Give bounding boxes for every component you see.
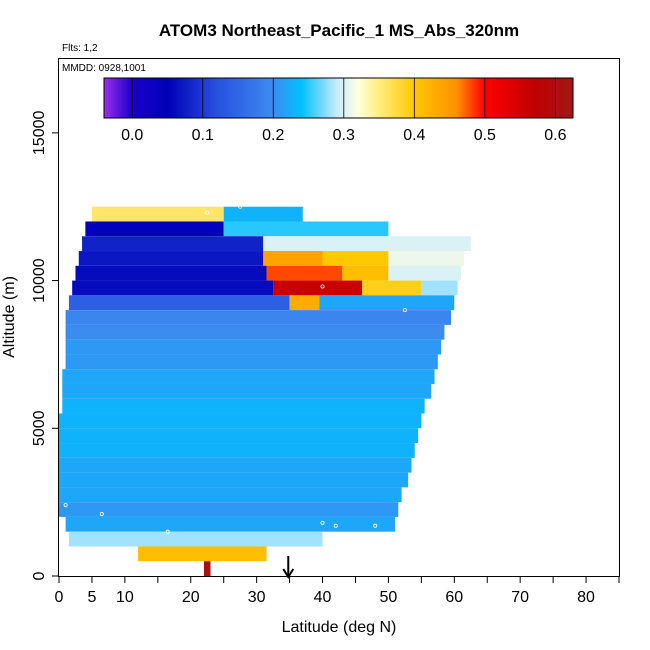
heatmap-cell-27 [62, 398, 425, 414]
heatmap-cell-23 [65, 339, 442, 355]
x-tick-label-5: 40 [314, 589, 332, 606]
heatmap-cell-16 [362, 280, 422, 296]
latitude-arrow-marker [282, 556, 295, 579]
heatmap-cell-10 [75, 265, 267, 281]
x-tick-label-1: 5 [87, 589, 96, 606]
heatmap-cell-18 [68, 295, 290, 311]
colorbar-tick-label-1: 0.1 [192, 127, 214, 144]
heatmap-cell-1 [223, 206, 303, 222]
heatmap-cell-36 [68, 531, 323, 547]
sample-point-4 [238, 204, 243, 209]
x-tick-label-0: 0 [55, 589, 64, 606]
sample-point-8 [373, 523, 378, 528]
colorbar-gradient [103, 77, 574, 119]
sample-point-3 [205, 210, 210, 215]
colorbar: 0.0 0.1 0.2 0.3 0.4 0.5 0.6 [103, 77, 574, 144]
colorbar-tick-label-6: 0.6 [544, 127, 566, 144]
sample-point-0 [63, 503, 68, 508]
heatmap-cell-2 [85, 221, 224, 237]
colorbar-tick-label-5: 0.5 [474, 127, 496, 144]
heatmap-cell-21 [65, 310, 452, 325]
heatmap-cell-19 [289, 295, 320, 311]
x-tick-label-8: 70 [511, 589, 529, 606]
y-axis: 0 5000 10000 15000 [31, 111, 59, 580]
heatmap-cell-5 [263, 236, 471, 252]
heatmap-cell-8 [322, 251, 389, 266]
heatmap-cell-7 [263, 251, 323, 266]
y-tick-label-1: 5000 [31, 410, 48, 446]
heatmap-cell-32 [59, 472, 409, 488]
sample-points [63, 204, 407, 534]
x-tick-label-9: 80 [577, 589, 595, 606]
heatmap-cell-15 [273, 280, 363, 296]
x-tick-label-7: 60 [445, 589, 463, 606]
x-tick-label-4: 30 [248, 589, 266, 606]
heatmap-cell-6 [78, 251, 264, 266]
heatmap-cell-25 [62, 369, 435, 384]
x-axis-label: Latitude (deg N) [282, 619, 397, 636]
plot-frame [58, 58, 620, 577]
y-tick-label-3: 15000 [31, 111, 48, 156]
heatmap-cell-4 [82, 236, 264, 252]
heatmap-cell-13 [388, 265, 461, 281]
sample-point-7 [333, 523, 338, 528]
chart-title: ATOM3 Northeast_Pacific_1 MS_Abs_320nm [159, 21, 519, 40]
y-tick-label-2: 10000 [31, 258, 48, 303]
flights-note: Flts: 1,2 [62, 43, 98, 54]
heatmap-cell-0 [91, 206, 224, 222]
colorbar-tick-label-3: 0.3 [333, 127, 355, 144]
heatmap-cell-14 [72, 280, 274, 296]
heatmap-cell-29 [59, 428, 419, 444]
dates-note: MMDD: 0928,1001 [62, 63, 146, 74]
heatmap-cell-30 [59, 443, 415, 458]
x-axis: 0 5 10 20 30 40 50 60 70 80 [55, 576, 620, 606]
heatmap-cell-38 [203, 561, 211, 576]
heatmap-cell-31 [59, 457, 412, 473]
heatmap-cell-3 [223, 221, 389, 237]
heatmap-cell-22 [65, 324, 445, 340]
heatmap-cell-34 [59, 502, 399, 517]
heatmap-cell-37 [138, 546, 267, 562]
y-tick-label-0: 0 [31, 571, 48, 580]
sample-point-2 [165, 529, 170, 534]
sample-point-5 [320, 284, 325, 289]
heatmap-cell-35 [65, 516, 396, 532]
y-axis-label: Altitude (m) [1, 276, 18, 358]
x-tick-label-3: 20 [182, 589, 200, 606]
sample-point-1 [99, 511, 104, 516]
heatmap-cell-17 [421, 280, 458, 296]
heatmap-cell-12 [342, 265, 389, 281]
colorbar-tick-label-4: 0.4 [403, 127, 425, 144]
heatmap-cell-33 [59, 487, 402, 503]
heatmap-cell-20 [319, 295, 455, 311]
colorbar-tick-label-0: 0.0 [121, 127, 143, 144]
sample-point-6 [320, 520, 325, 525]
sample-point-9 [402, 308, 407, 313]
x-tick-label-6: 50 [380, 589, 398, 606]
heatmap-cell-26 [62, 383, 432, 399]
x-tick-label-2: 10 [116, 589, 134, 606]
arrow-head [282, 568, 295, 579]
heatmap-cells [59, 206, 471, 576]
heatmap-cell-28 [59, 413, 422, 429]
heatmap-cell-11 [266, 265, 343, 281]
heatmap-cell-9 [388, 251, 465, 266]
heatmap-cell-24 [65, 354, 438, 370]
colorbar-tick-label-2: 0.2 [262, 127, 284, 144]
